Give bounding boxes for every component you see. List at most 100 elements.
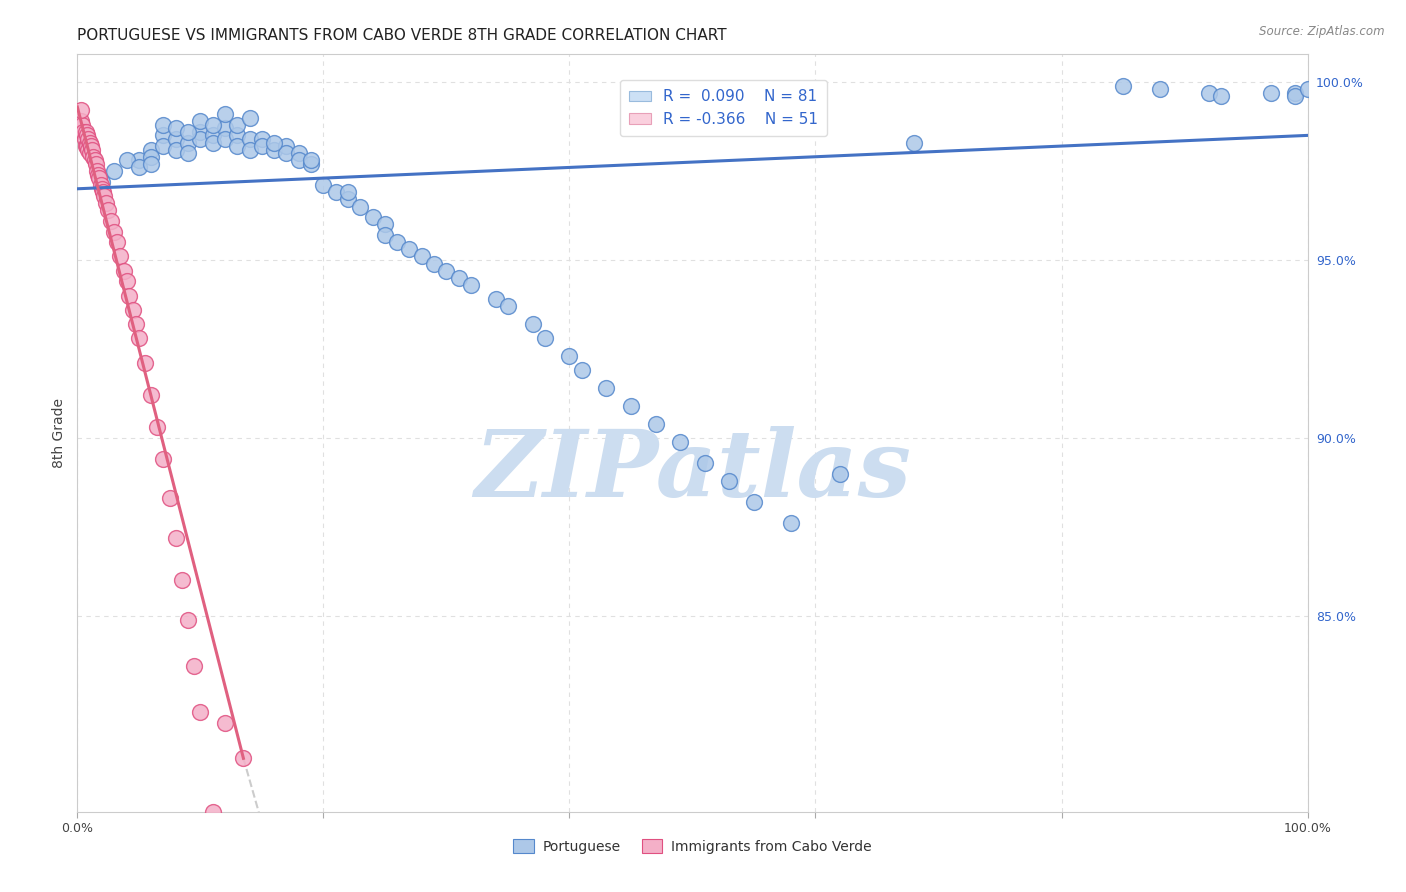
Point (170, 574, 193, 588)
Point (105, 235, 128, 250)
Point (496, 299, 519, 313)
Point (112, 263, 135, 277)
Point (385, 235, 409, 250)
Point (214, 132, 236, 146)
Point (201, 805, 224, 819)
Point (276, 139, 298, 153)
Point (76, 128, 98, 143)
Point (141, 157, 163, 171)
Point (73, 132, 96, 146)
Point (82, 143, 104, 157)
Point (718, 474, 741, 488)
Point (214, 715, 236, 730)
Point (79, 146, 101, 161)
Point (97, 203, 120, 218)
Point (100, 214, 122, 228)
Point (232, 751, 254, 765)
Point (903, 136, 925, 150)
Point (177, 136, 200, 150)
Point (70, 118, 93, 132)
Point (141, 143, 163, 157)
Point (312, 178, 335, 193)
Point (374, 228, 396, 243)
Point (128, 161, 150, 175)
Point (86, 164, 108, 178)
Point (1296, 82, 1319, 96)
Point (128, 153, 150, 168)
Point (226, 139, 249, 153)
Point (146, 420, 169, 434)
Point (89, 171, 111, 186)
Point (152, 118, 174, 132)
Point (436, 263, 458, 277)
Point (299, 157, 322, 171)
Point (77, 143, 100, 157)
Point (165, 132, 187, 146)
Point (299, 153, 322, 168)
Point (447, 270, 470, 285)
Point (485, 292, 508, 306)
Point (201, 128, 224, 143)
Point (226, 118, 249, 132)
Point (214, 121, 236, 136)
Point (522, 317, 544, 331)
Point (239, 132, 262, 146)
Point (398, 242, 420, 256)
Point (620, 399, 643, 413)
Point (141, 388, 163, 402)
Point (110, 249, 132, 263)
Point (188, 114, 212, 128)
Point (91, 186, 114, 200)
Point (644, 417, 666, 431)
Point (82, 150, 104, 164)
Point (79, 136, 101, 150)
Point (349, 200, 371, 214)
Point (214, 107, 236, 121)
Point (411, 249, 433, 263)
Point (1211, 89, 1233, 103)
Point (121, 302, 143, 317)
Point (361, 211, 384, 225)
Point (177, 146, 200, 161)
Point (830, 467, 852, 481)
Point (84, 157, 107, 171)
Point (103, 164, 125, 178)
Point (1284, 86, 1306, 100)
Point (1112, 78, 1135, 93)
Point (1198, 86, 1220, 100)
Point (77, 132, 100, 146)
Point (201, 118, 224, 132)
Point (263, 143, 285, 157)
Point (1149, 82, 1171, 96)
Point (75, 125, 97, 139)
Point (90, 175, 114, 189)
Point (571, 363, 593, 377)
Point (70, 103, 93, 118)
Point (337, 186, 360, 200)
Point (165, 531, 187, 545)
Point (90, 178, 112, 193)
Point (118, 288, 141, 302)
Point (165, 143, 187, 157)
Point (188, 125, 212, 139)
Point (80, 139, 103, 153)
Point (115, 274, 138, 288)
Point (134, 356, 156, 370)
Point (460, 277, 482, 292)
Point (374, 218, 396, 232)
Point (276, 146, 298, 161)
Point (152, 452, 174, 467)
Point (93, 189, 115, 203)
Point (250, 139, 273, 153)
Point (83, 153, 105, 168)
Point (595, 381, 617, 395)
Point (87, 168, 110, 182)
Point (159, 491, 181, 506)
Point (423, 256, 446, 270)
Point (152, 139, 174, 153)
Point (780, 516, 803, 531)
Point (558, 349, 581, 363)
Point (103, 225, 125, 239)
Point (115, 153, 138, 168)
Point (239, 111, 262, 125)
